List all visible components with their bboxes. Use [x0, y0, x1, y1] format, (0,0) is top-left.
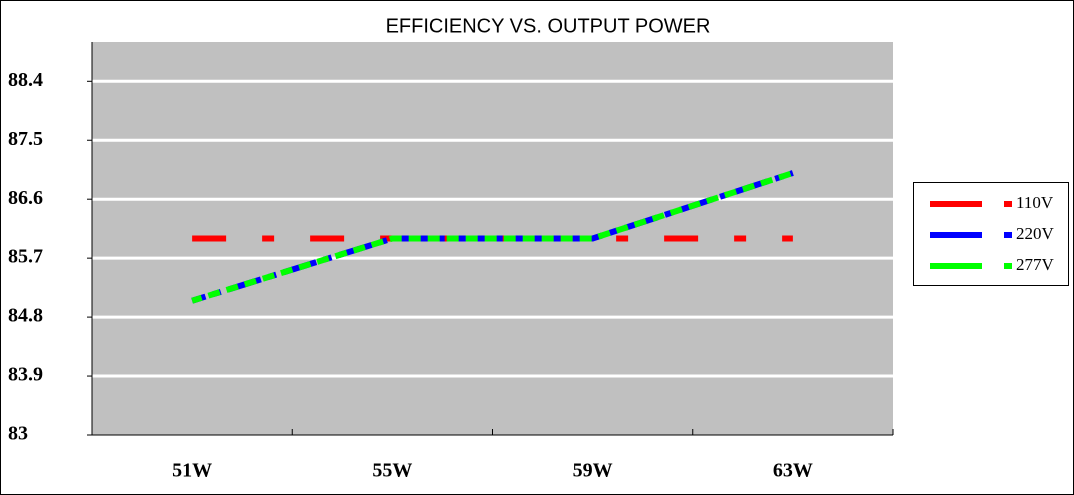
x-tick-label: 63W [773, 460, 813, 482]
legend-label: 110V [1016, 193, 1054, 212]
y-tick-label: 85.7 [8, 246, 43, 268]
legend-label: 277V [1016, 255, 1055, 274]
y-tick-label: 83.9 [8, 364, 43, 386]
x-tick-label: 51W [172, 460, 212, 482]
legend-label: 220V [1016, 224, 1055, 243]
x-tick-label: 55W [372, 460, 412, 482]
y-tick-label: 88.4 [8, 69, 43, 91]
y-tick-label: 86.6 [8, 187, 43, 209]
chart-title: EFFICIENCY VS. OUTPUT POWER [386, 15, 711, 37]
x-tick-label: 59W [573, 460, 613, 482]
y-tick-label: 84.8 [8, 305, 43, 327]
series-line [191, 170, 794, 304]
y-tick-label: 83 [8, 423, 28, 445]
y-tick-label: 87.5 [8, 128, 43, 150]
